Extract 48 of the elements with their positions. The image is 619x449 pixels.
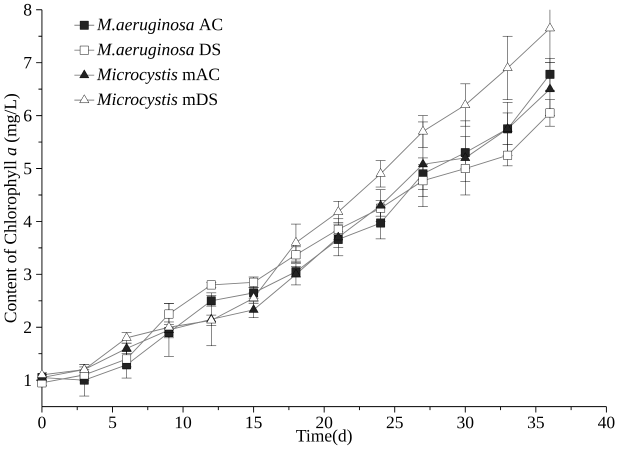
point <box>376 218 386 228</box>
x-axis-title: Time(d) <box>296 429 352 446</box>
point <box>164 310 174 318</box>
x-tick-label: 10 <box>176 416 192 428</box>
point <box>418 176 428 186</box>
legend-label: Microcystis mAC <box>96 68 220 84</box>
point <box>291 236 301 246</box>
y-axis-title: Content of Chlorophyll a (mg/L) <box>4 94 20 322</box>
point <box>333 206 344 215</box>
point <box>460 99 470 108</box>
point <box>546 108 554 118</box>
x-tick-label: 5 <box>109 416 116 428</box>
y-tick-label: 5 <box>24 162 32 174</box>
point <box>546 70 554 79</box>
point <box>545 84 555 92</box>
x-tick-label: 20 <box>316 416 332 428</box>
y-tick-label: 7 <box>24 56 32 68</box>
y-tick-label: 4 <box>24 216 32 228</box>
point <box>376 168 386 177</box>
legend-label: M.aeruginosa DS <box>96 44 220 59</box>
x-tick-label: 40 <box>598 416 614 428</box>
point <box>333 232 344 240</box>
x-tick-label: 0 <box>38 416 46 428</box>
point <box>376 200 386 208</box>
point <box>502 62 512 71</box>
point <box>37 369 47 378</box>
point <box>248 304 258 313</box>
legend-label: Microcystis mDS <box>96 93 217 109</box>
point <box>460 152 470 161</box>
point <box>418 126 428 134</box>
x-tick-label: 35 <box>528 416 544 428</box>
point <box>545 22 555 32</box>
x-tick-label: 25 <box>386 416 403 428</box>
point <box>503 150 512 160</box>
y-tick-label: 1 <box>24 374 31 386</box>
point <box>122 342 132 352</box>
point <box>164 322 174 330</box>
y-tick-label: 6 <box>24 110 32 122</box>
x-tick-label: 15 <box>246 416 262 428</box>
y-tick-label: 8 <box>24 4 32 16</box>
point <box>418 158 428 168</box>
point <box>122 332 132 341</box>
point <box>248 292 258 302</box>
y-tick-label: 2 <box>24 321 32 334</box>
y-tick-label: 3 <box>24 268 32 280</box>
x-tick-label: 30 <box>457 416 474 428</box>
point <box>460 164 470 173</box>
legend-label: M.aeruginosa AC <box>96 18 222 34</box>
